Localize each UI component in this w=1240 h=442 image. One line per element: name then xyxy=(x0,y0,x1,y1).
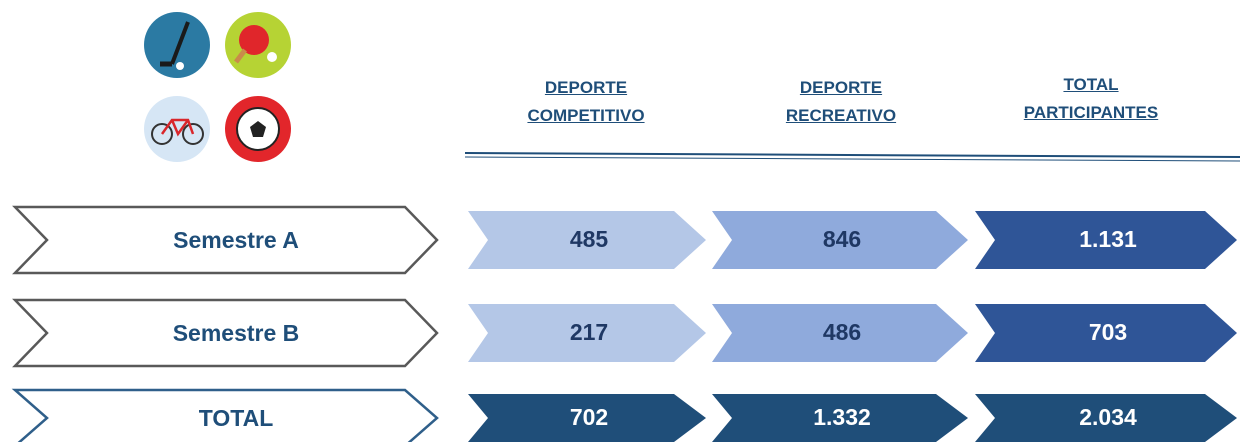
column-header: DEPORTE RECREATIVO xyxy=(785,78,897,125)
sport-icons xyxy=(144,12,291,162)
value-arrow xyxy=(712,304,968,362)
column-header: DEPORTE COMPETITIVO xyxy=(527,78,645,125)
paddle xyxy=(239,25,269,55)
soccer-patch xyxy=(250,121,266,137)
hockey-stick xyxy=(170,21,190,65)
value-arrow xyxy=(468,394,706,442)
row-label: Semestre B xyxy=(173,320,300,346)
column-header: TOTAL PARTICIPANTES xyxy=(1023,75,1159,122)
paddle-handle xyxy=(234,48,247,64)
value-arrow xyxy=(712,394,968,442)
value-arrow xyxy=(975,304,1237,362)
row-label: Semestre A xyxy=(173,227,299,253)
row-label-arrow xyxy=(11,388,439,442)
header-rule xyxy=(464,152,1240,158)
value: 846 xyxy=(823,226,861,252)
row-label-arrow xyxy=(12,298,439,368)
rows: Semestre A 485 846 1.131 Semestre B 217 486 703… xyxy=(11,205,1237,442)
bike-wheel xyxy=(182,123,204,145)
value-arrow xyxy=(468,211,706,269)
value: 1.131 xyxy=(1079,226,1137,252)
row-label-arrow xyxy=(12,205,439,275)
value-arrow xyxy=(975,211,1237,269)
value: 217 xyxy=(570,319,608,345)
value-arrow xyxy=(712,211,968,269)
hockey-ball xyxy=(176,62,184,70)
bike-frame xyxy=(160,118,195,137)
value: 485 xyxy=(570,226,609,252)
value-arrow xyxy=(975,394,1237,442)
value: 486 xyxy=(823,319,861,345)
value-arrow xyxy=(468,304,706,362)
value: 703 xyxy=(1089,319,1127,345)
value: 1.332 xyxy=(813,404,871,430)
value: 2.034 xyxy=(1079,404,1137,430)
bike-wheel xyxy=(151,123,173,145)
header-rule xyxy=(464,156,1240,162)
row-label: TOTAL xyxy=(199,405,274,431)
pingpong-ball xyxy=(267,52,277,62)
value: 702 xyxy=(570,404,608,430)
